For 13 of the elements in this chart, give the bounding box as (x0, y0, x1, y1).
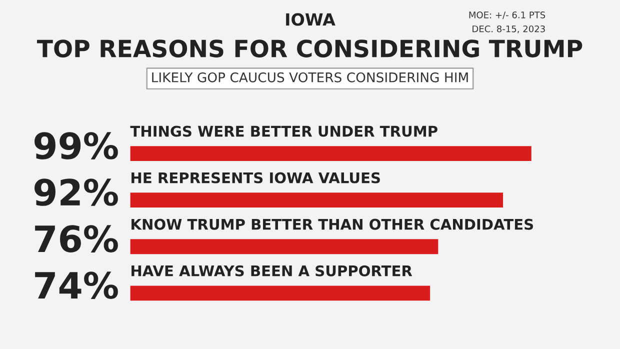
data-label: 99% (34, 132, 118, 160)
data-label: 76% (35, 225, 118, 252)
y-tick-label: KNOW TRUMP BETTER THAN OTHER CANDIDATES (132, 218, 534, 230)
text: IOWA (286, 13, 336, 26)
y-tick-label: HAVE ALWAYS BEEN A SUPPORTER (132, 265, 412, 276)
chart-subtitle: LIKELY GOP CAUCUS VOTERS CONSIDERING HIM (152, 72, 468, 82)
chart-title: TOP REASONS FOR CONSIDERING TRUMP (37, 40, 582, 58)
y-tick-label: HE REPRESENTS IOWA VALUES (132, 172, 380, 184)
text: MOE: +/- 6.1 PTS (469, 11, 546, 20)
text: DEC. 8-15, 2023 (472, 25, 545, 34)
data-label: 74% (35, 272, 118, 299)
y-tick-label: THINGS WERE BETTER UNDER TRUMP (130, 126, 438, 137)
data-label: 92% (34, 178, 118, 206)
